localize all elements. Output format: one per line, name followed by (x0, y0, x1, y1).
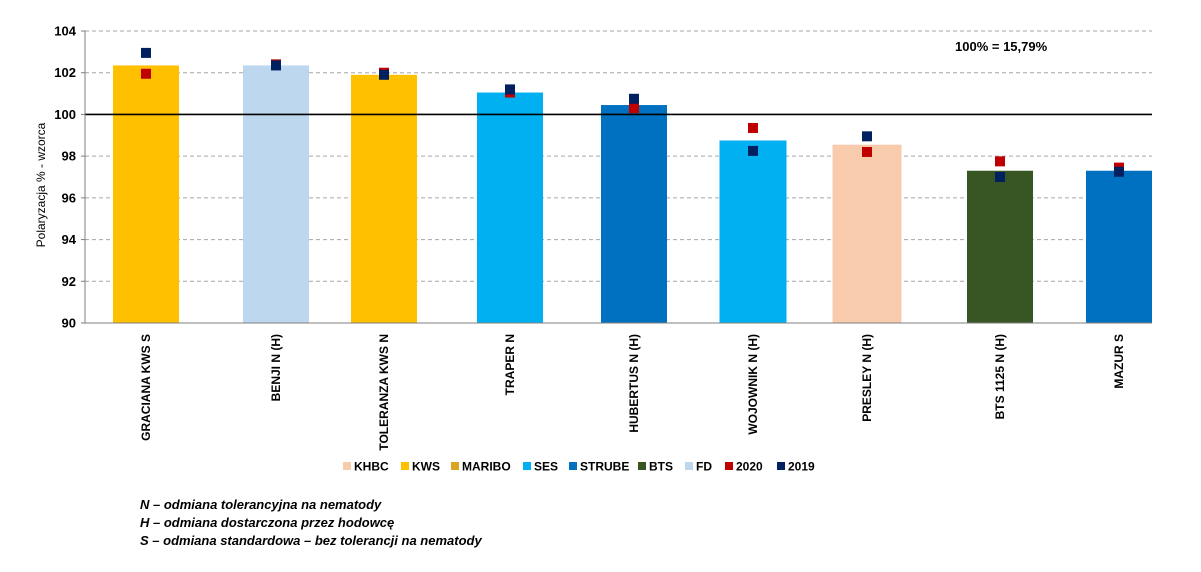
bar (719, 140, 787, 323)
legend-label: SES (534, 460, 558, 474)
bar (113, 65, 179, 324)
legend-label: 2019 (788, 460, 815, 474)
x-tick-label: BTS 1125 N (H) (993, 334, 1007, 419)
point-2020 (141, 68, 151, 79)
x-tick-label: WOJOWNIK N (H) (746, 334, 760, 435)
legend-label: FD (696, 460, 712, 474)
y-tick-label: 90 (62, 316, 76, 331)
legend-label: KHBC (354, 460, 389, 474)
footnote-h: H – odmiana dostarczona przez hodowcę (140, 515, 395, 530)
bar (1086, 170, 1152, 323)
x-tick-label: HUBERTUS N (H) (627, 334, 641, 433)
footnote-s: S – odmiana standardowa – bez tolerancji… (140, 533, 482, 548)
x-tick-label: GRACIANA KWS S (139, 334, 153, 441)
point-2019 (505, 84, 515, 95)
point-2019 (748, 145, 758, 156)
legend-swatch (523, 462, 531, 470)
point-2019 (629, 93, 639, 104)
point-2019 (995, 172, 1005, 182)
bar (243, 65, 309, 324)
legend-label: 2020 (736, 460, 763, 474)
y-axis-title: Polaryzacja % - wzorca (34, 122, 48, 247)
point-2020 (629, 103, 639, 114)
point-2019 (271, 60, 281, 71)
legend-swatch (685, 462, 693, 470)
x-tick-label: MAZUR S (1112, 334, 1126, 389)
legend-swatch (569, 462, 577, 470)
footnote-n: N – odmiana tolerancyjna na nematody (140, 497, 382, 512)
point-2019 (379, 69, 389, 80)
legend-swatch (638, 462, 646, 470)
bar (477, 92, 543, 324)
point-2019 (862, 131, 872, 142)
x-tick-label: BENJI N (H) (269, 334, 283, 401)
bars (113, 65, 1152, 324)
points (141, 47, 1124, 182)
bar (967, 170, 1033, 323)
bar (351, 74, 417, 323)
legend-label: BTS (649, 460, 673, 474)
y-tick-label: 92 (62, 274, 76, 289)
y-tick-label: 96 (62, 190, 76, 205)
legend-swatch (451, 462, 459, 470)
point-2020 (748, 122, 758, 133)
legend-label: MARIBO (462, 460, 511, 474)
point-2020 (862, 146, 872, 157)
point-2020 (995, 156, 1005, 167)
point-2019 (141, 47, 151, 58)
legend-swatch (343, 462, 351, 470)
legend: KHBC KWS MARIBO SES STRUBE BTS FD 2020 2019 (343, 460, 815, 474)
annotation: 100% = 15,79% (955, 39, 1048, 54)
x-tick-label: TRAPER N (503, 334, 517, 395)
bar (832, 144, 902, 323)
x-tick-label: TOLERANZA KWS N (377, 334, 391, 451)
legend-swatch (777, 462, 785, 470)
y-tick-label: 98 (62, 149, 76, 164)
legend-swatch (725, 462, 733, 470)
x-tick-label: PRESLEY N (H) (860, 334, 874, 422)
point-2019 (1114, 166, 1124, 177)
y-tick-label: 102 (54, 65, 76, 80)
bar (601, 105, 667, 324)
legend-swatch (401, 462, 409, 470)
legend-label: KWS (412, 460, 440, 474)
y-tick-label: 94 (62, 232, 77, 247)
y-tick-label: 100 (54, 107, 76, 122)
labels: 90 92 94 96 98 100 102 104 Polaryzacja % - wzorc… (34, 24, 1126, 451)
axes (81, 30, 1152, 324)
legend-label: STRUBE (580, 460, 629, 474)
footnotes: N – odmiana tolerancyjna na nematody H –… (140, 496, 482, 550)
y-tick-label: 104 (54, 24, 76, 39)
